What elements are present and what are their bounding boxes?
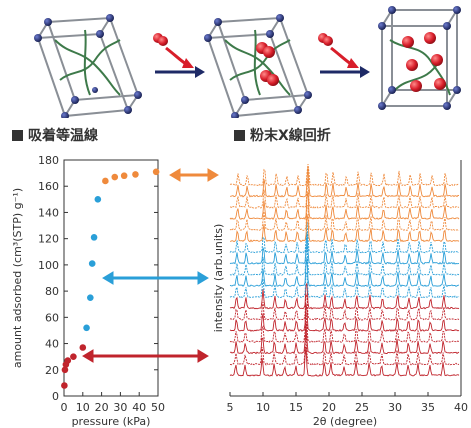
isotherm-data-point — [120, 172, 128, 180]
isotherm-y-tick-label: 160 — [38, 180, 59, 193]
pxrd-pattern-line — [229, 191, 460, 221]
isotherm-x-tick-label: 0 — [61, 401, 68, 414]
pxrd-pattern-line — [229, 257, 460, 288]
isotherm-y-tick-label: 180 — [38, 154, 59, 167]
isotherm-x-tick-label: 50 — [151, 401, 165, 414]
square-bullet-icon — [234, 129, 245, 141]
isotherm-data-point — [94, 196, 102, 203]
adsorption-isotherm-chart: 0 20 40 60 80 100 120 140 160 180 0 10 20 30 40 50 pre… — [11, 154, 165, 428]
pxrd-pattern-line — [229, 163, 460, 187]
isotherm-y-tick-label: 140 — [38, 206, 59, 219]
isotherm-data-point — [132, 171, 139, 178]
isotherm-data-point — [90, 234, 98, 241]
isotherm-x-axis-label: pressure (kPa) — [72, 415, 151, 428]
pxrd-pattern-line — [229, 281, 460, 310]
isotherm-data-point — [102, 177, 109, 185]
square-bullet-icon — [12, 129, 23, 141]
pxrd-chart: 5 10 15 20 25 30 35 40 2θ (degree) intensity (a… — [212, 160, 468, 428]
pxrd-x-tick-label: 20 — [322, 401, 336, 414]
pxrd-pattern-line — [229, 204, 460, 232]
pxrd-pattern-line — [229, 232, 460, 265]
header-illustration — [34, 6, 461, 118]
pxrd-pattern-line — [229, 293, 460, 321]
isotherm-data-point — [64, 357, 72, 364]
arrow-right-icon — [155, 66, 205, 78]
isotherm-x-tick-label: 10 — [76, 401, 90, 414]
isotherm-data-point — [61, 366, 69, 374]
isotherm-x-tick-label: 40 — [132, 401, 146, 414]
isotherm-y-tick-label: 60 — [45, 311, 59, 324]
gas-molecule-icon — [318, 33, 359, 68]
pxrd-x-tick-label: 25 — [355, 401, 369, 414]
isotherm-data-point — [88, 260, 96, 267]
isotherm-data-point — [111, 173, 119, 181]
isotherm-y-tick-label: 40 — [45, 338, 59, 351]
pxrd-pattern-line — [229, 322, 460, 355]
pxrd-pattern-line — [229, 303, 460, 332]
pxrd-pattern-line — [229, 179, 460, 209]
pxrd-x-tick-label: 10 — [256, 401, 270, 414]
blue-link-arrow — [102, 271, 209, 285]
pxrd-y-axis-label: intensity (arb.units) — [212, 224, 225, 333]
isotherm-y-tick-label: 100 — [38, 259, 59, 272]
framework-cell-3 — [378, 6, 461, 110]
isotherm-data-point — [61, 382, 68, 389]
isotherm-data-point — [83, 324, 90, 332]
pxrd-x-tick-label: 35 — [421, 401, 435, 414]
isotherm-x-tick-label: 30 — [113, 401, 127, 414]
isotherm-x-tick-label: 20 — [95, 401, 109, 414]
isotherm-y-tick-label: 80 — [45, 285, 59, 298]
pxrd-pattern-line — [229, 222, 460, 254]
gas-molecule-icon — [153, 33, 194, 68]
isotherm-y-tick-label: 0 — [52, 390, 59, 403]
pxrd-x-axis-label: 2θ (degree) — [313, 415, 377, 428]
pxrd-pattern-line — [229, 245, 460, 277]
isotherm-data-point — [70, 353, 77, 360]
framework-cell-2 — [204, 14, 312, 118]
isotherm-data-point — [79, 344, 87, 351]
isotherm-data-point — [152, 168, 160, 176]
orange-link-arrow — [169, 168, 219, 182]
isotherm-data-point — [87, 294, 94, 301]
pxrd-x-tick-label: 5 — [227, 401, 234, 414]
link-arrows — [82, 168, 219, 363]
red-link-arrow — [82, 349, 209, 363]
pxrd-title-text: 粉末X線回折 — [250, 128, 331, 144]
pxrd-x-tick-label: 30 — [388, 401, 402, 414]
pxrd-pattern-line — [229, 214, 460, 243]
adsorption-isotherm-title-text: 吸着等温線 — [28, 128, 98, 144]
isotherm-y-tick-label: 120 — [38, 233, 59, 246]
isotherm-y-tick-label: 20 — [45, 364, 59, 377]
pxrd-pattern-line — [229, 271, 460, 299]
pxrd-title: 粉末X線回折 — [234, 125, 331, 145]
pxrd-x-tick-label: 15 — [289, 401, 303, 414]
isotherm-y-axis-label: amount adsorbed (cm³(STP) g⁻¹) — [11, 188, 24, 368]
pxrd-pattern-line — [229, 166, 460, 198]
framework-cell-1 — [34, 14, 142, 118]
pxrd-pattern-line — [229, 346, 460, 377]
arrow-right-icon — [320, 66, 370, 78]
adsorption-isotherm-title: 吸着等温線 — [12, 125, 98, 145]
pxrd-x-tick-label: 40 — [454, 401, 468, 414]
